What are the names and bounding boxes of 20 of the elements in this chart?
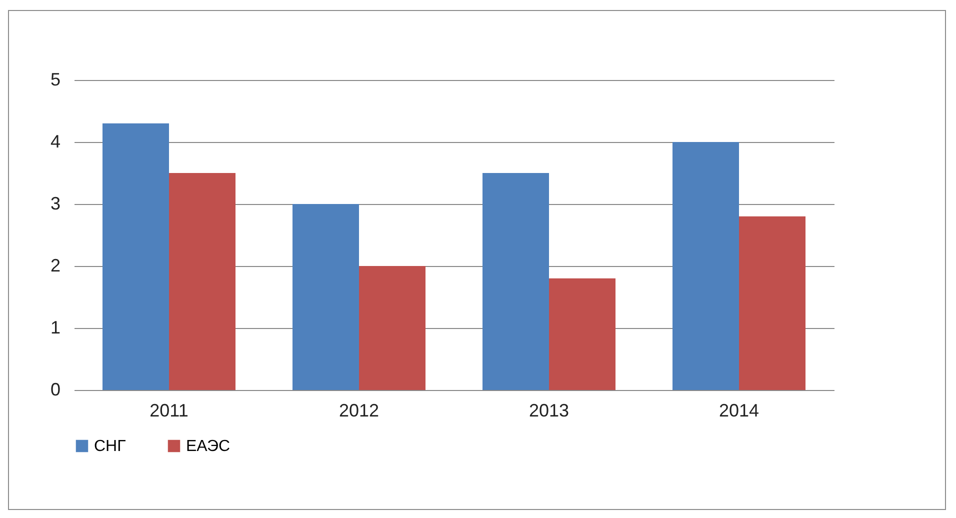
y-tick-label: 5	[50, 70, 60, 90]
legend-label: ЕАЭС	[186, 438, 230, 455]
legend-label: СНГ	[94, 438, 126, 455]
x-tick-label: 2011	[150, 400, 188, 420]
bar	[549, 278, 616, 390]
bar	[169, 173, 236, 390]
bar	[672, 142, 739, 390]
x-tick-label: 2013	[528, 400, 570, 420]
bar	[102, 123, 169, 390]
x-tick-label: 2014	[718, 400, 760, 420]
bar	[482, 173, 549, 390]
y-tick-label: 2	[50, 256, 60, 276]
y-tick-label: 1	[50, 318, 60, 338]
x-tick-label: 2012	[338, 400, 380, 420]
bar	[292, 204, 359, 390]
y-tick-label: 0	[50, 380, 60, 400]
bar	[359, 266, 426, 390]
y-tick-label: 3	[50, 194, 60, 214]
y-tick-label: 4	[50, 132, 60, 152]
bar	[739, 216, 806, 390]
